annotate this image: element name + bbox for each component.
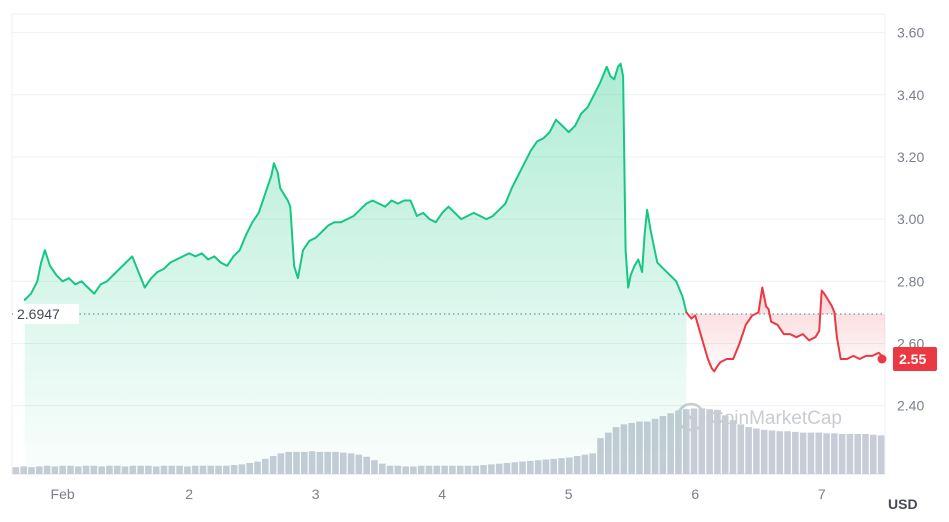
- volume-bar: [776, 431, 784, 474]
- area-fill-up: [24, 63, 687, 474]
- x-tick-label: 7: [818, 486, 826, 502]
- volume-bar: [838, 433, 846, 474]
- price-line-up: [23, 62, 688, 314]
- volume-bar: [714, 409, 721, 474]
- volume-bar: [698, 408, 706, 474]
- area-fill-down: [686, 287, 885, 372]
- volume-bar: [753, 428, 760, 474]
- y-tick-label: 3.20: [897, 149, 924, 165]
- last-price-badge: [893, 347, 937, 371]
- y-tick-label: 3.60: [897, 25, 924, 41]
- volume-bar: [729, 420, 737, 474]
- x-axis: Feb 2 3 4 5 6 7: [51, 486, 826, 502]
- volume-bar: [831, 433, 838, 474]
- volume-bar: [737, 424, 745, 474]
- x-tick-label: Feb: [51, 486, 75, 502]
- volume-bar: [20, 466, 27, 474]
- reference-price-label-bg: [13, 304, 79, 325]
- volume-bar: [784, 431, 791, 474]
- price-line-down: [685, 286, 886, 373]
- volume-bar: [823, 433, 830, 474]
- volume-bar: [877, 435, 885, 474]
- y-tick-label: 2.80: [897, 273, 924, 289]
- volume-bar: [799, 432, 807, 474]
- x-tick-label: 3: [312, 486, 320, 502]
- volume-bar: [854, 433, 862, 474]
- reference-price-label: 2.6947: [17, 306, 60, 322]
- volume-bar: [807, 432, 815, 474]
- volume-bar: [768, 430, 776, 474]
- volume-bar: [760, 429, 768, 474]
- last-price-marker: 2.55: [877, 347, 937, 371]
- volume-bar: [815, 432, 823, 474]
- volume-bar: [846, 433, 854, 474]
- last-price-label: 2.55: [899, 351, 926, 367]
- volume-bar: [721, 415, 729, 474]
- volume-bar: [862, 433, 869, 474]
- last-price-dot: [877, 354, 887, 364]
- y-tick-label: 2.40: [897, 398, 924, 414]
- x-tick-label: 4: [438, 486, 446, 502]
- volume-bar: [792, 431, 799, 474]
- volume-bar: [870, 434, 877, 474]
- x-tick-label: 2: [185, 486, 193, 502]
- y-tick-label: 3.40: [897, 87, 924, 103]
- price-line-layer: [23, 62, 886, 373]
- y-tick-label: 3.00: [897, 211, 924, 227]
- volume-bar: [12, 467, 20, 474]
- x-tick-label: 5: [565, 486, 573, 502]
- x-tick-label: 6: [691, 486, 699, 502]
- volume-bar: [706, 409, 713, 474]
- volume-bar: [745, 427, 752, 474]
- watermark-text: CoinMarketCap: [710, 408, 842, 429]
- currency-unit-label: USD: [888, 496, 918, 512]
- volume-bar: [690, 408, 698, 474]
